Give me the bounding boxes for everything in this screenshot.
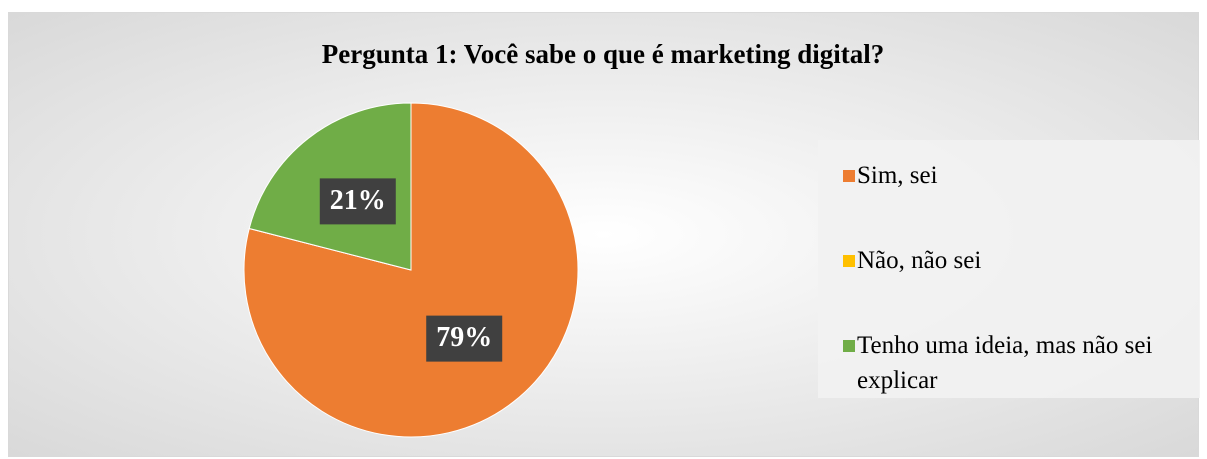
legend-label: Tenho uma ideia, mas não sei explicar <box>857 332 1153 394</box>
data-label-box <box>319 178 396 225</box>
legend-swatch <box>843 340 855 352</box>
legend-label: Não, não sei <box>857 247 982 274</box>
legend-swatch <box>843 255 855 267</box>
legend-label: Sim, sei <box>857 162 938 189</box>
data-label: 21% <box>330 185 386 216</box>
legend: Sim, sei Não, não sei Tenho uma ideia, mas… <box>818 140 1200 398</box>
chart-title: Pergunta 1: Você sabe o que é marketing … <box>322 39 884 69</box>
legend-entry: Tenho uma ideia, mas não sei explicar <box>843 328 1200 398</box>
legend-swatch <box>843 170 855 182</box>
legend-entry: Sim, sei <box>843 158 1200 193</box>
data-label: 79% <box>436 322 492 353</box>
data-label-box <box>426 315 503 362</box>
legend-entry: Não, não sei <box>843 243 1200 278</box>
